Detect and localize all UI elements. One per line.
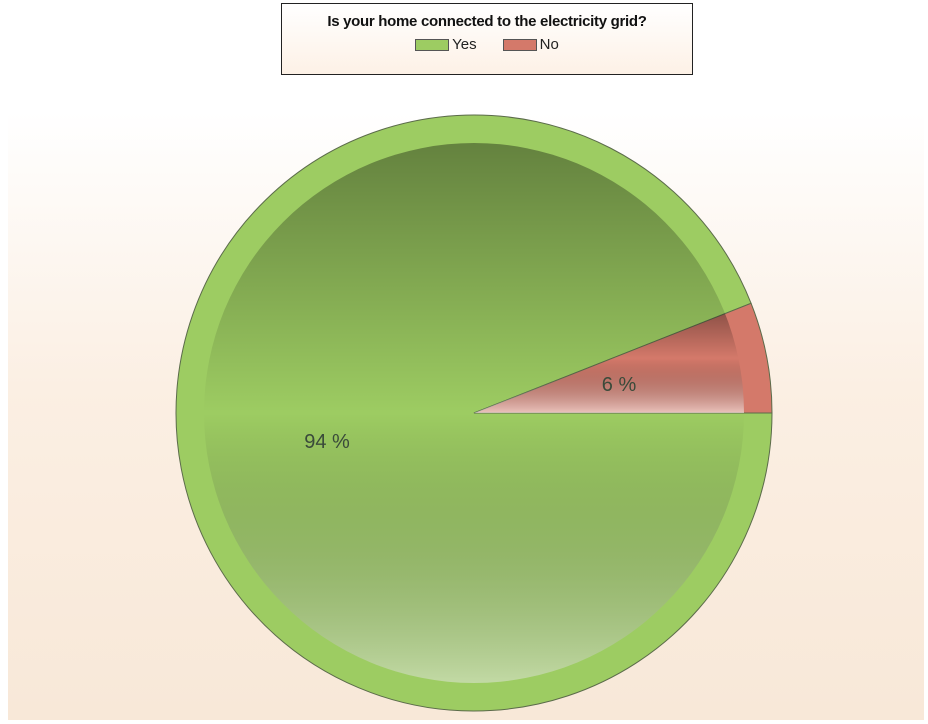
legend-swatch-no: [502, 38, 537, 51]
legend-swatch-yes: [415, 38, 450, 51]
legend-items: Yes No: [282, 36, 692, 53]
legend-label-no: No: [539, 36, 559, 53]
legend-item-yes: Yes: [415, 36, 477, 53]
data-label-no: 6 %: [602, 374, 637, 396]
pie-slice-shading-yes: [204, 143, 744, 683]
legend-label-yes: Yes: [452, 36, 477, 53]
chart-title: Is your home connected to the electricit…: [327, 13, 647, 30]
pie-slice-shading-no: [474, 303, 744, 413]
data-label-yes: 94 %: [304, 431, 350, 453]
legend: Is your home connected to the electricit…: [281, 3, 693, 75]
legend-item-no: No: [502, 36, 559, 53]
